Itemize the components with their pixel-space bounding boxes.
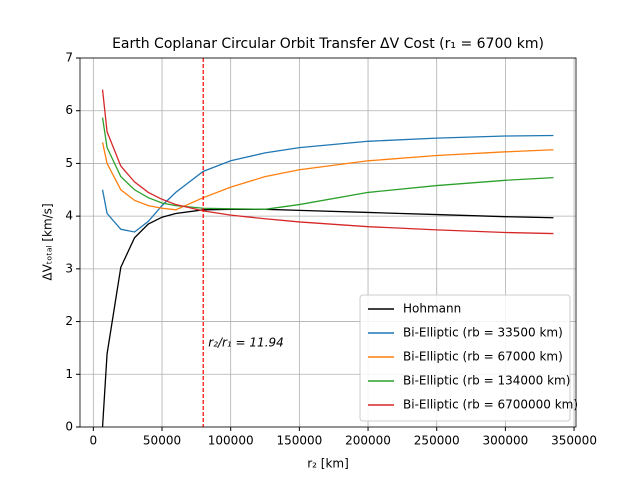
y-tick-label: 4 (65, 209, 73, 223)
x-tick-label: 200000 (345, 434, 391, 448)
y-tick-label: 3 (65, 261, 73, 275)
axes-frame (79, 57, 577, 428)
series-line (101, 89, 554, 235)
legend-label: Bi-Elliptic (rb = 6700000 km) (403, 398, 578, 412)
y-tick-label: 0 (65, 420, 73, 434)
y-tick-label: 6 (65, 103, 73, 117)
legend-box (359, 294, 571, 422)
chart-title: Earth Coplanar Circular Orbit Transfer Δ… (112, 36, 544, 52)
y-tick-label: 7 (65, 51, 73, 65)
x-tick-label: 250000 (414, 434, 460, 448)
annotation: r₂/r₁ = 11.94 (208, 336, 284, 350)
series-line (101, 134, 554, 233)
legend-label: Bi-Elliptic (rb = 134000 km) (403, 374, 570, 388)
x-tick-label: 100000 (208, 434, 254, 448)
x-tick-label: 0 (90, 434, 98, 448)
x-tick-label: 300000 (482, 434, 528, 448)
legend-label: Hohmann (403, 302, 461, 316)
y-tick-label: 2 (65, 314, 73, 328)
y-tick-label: 5 (65, 156, 73, 170)
legend-label: Bi-Elliptic (rb = 67000 km) (403, 350, 563, 364)
x-tick-label: 150000 (276, 434, 322, 448)
legend-label: Bi-Elliptic (rb = 33500 km) (403, 326, 563, 340)
x-tick-label: 50000 (143, 434, 181, 448)
x-tick-label: 350000 (551, 434, 597, 448)
x-axis-label: r₂ [km] (307, 457, 349, 471)
y-tick-label: 1 (65, 367, 73, 381)
y-axis-label: ΔVₜₒₜₐₗ [km/s] (41, 203, 55, 280)
